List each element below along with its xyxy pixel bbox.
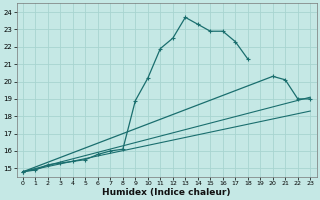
X-axis label: Humidex (Indice chaleur): Humidex (Indice chaleur) — [102, 188, 231, 197]
